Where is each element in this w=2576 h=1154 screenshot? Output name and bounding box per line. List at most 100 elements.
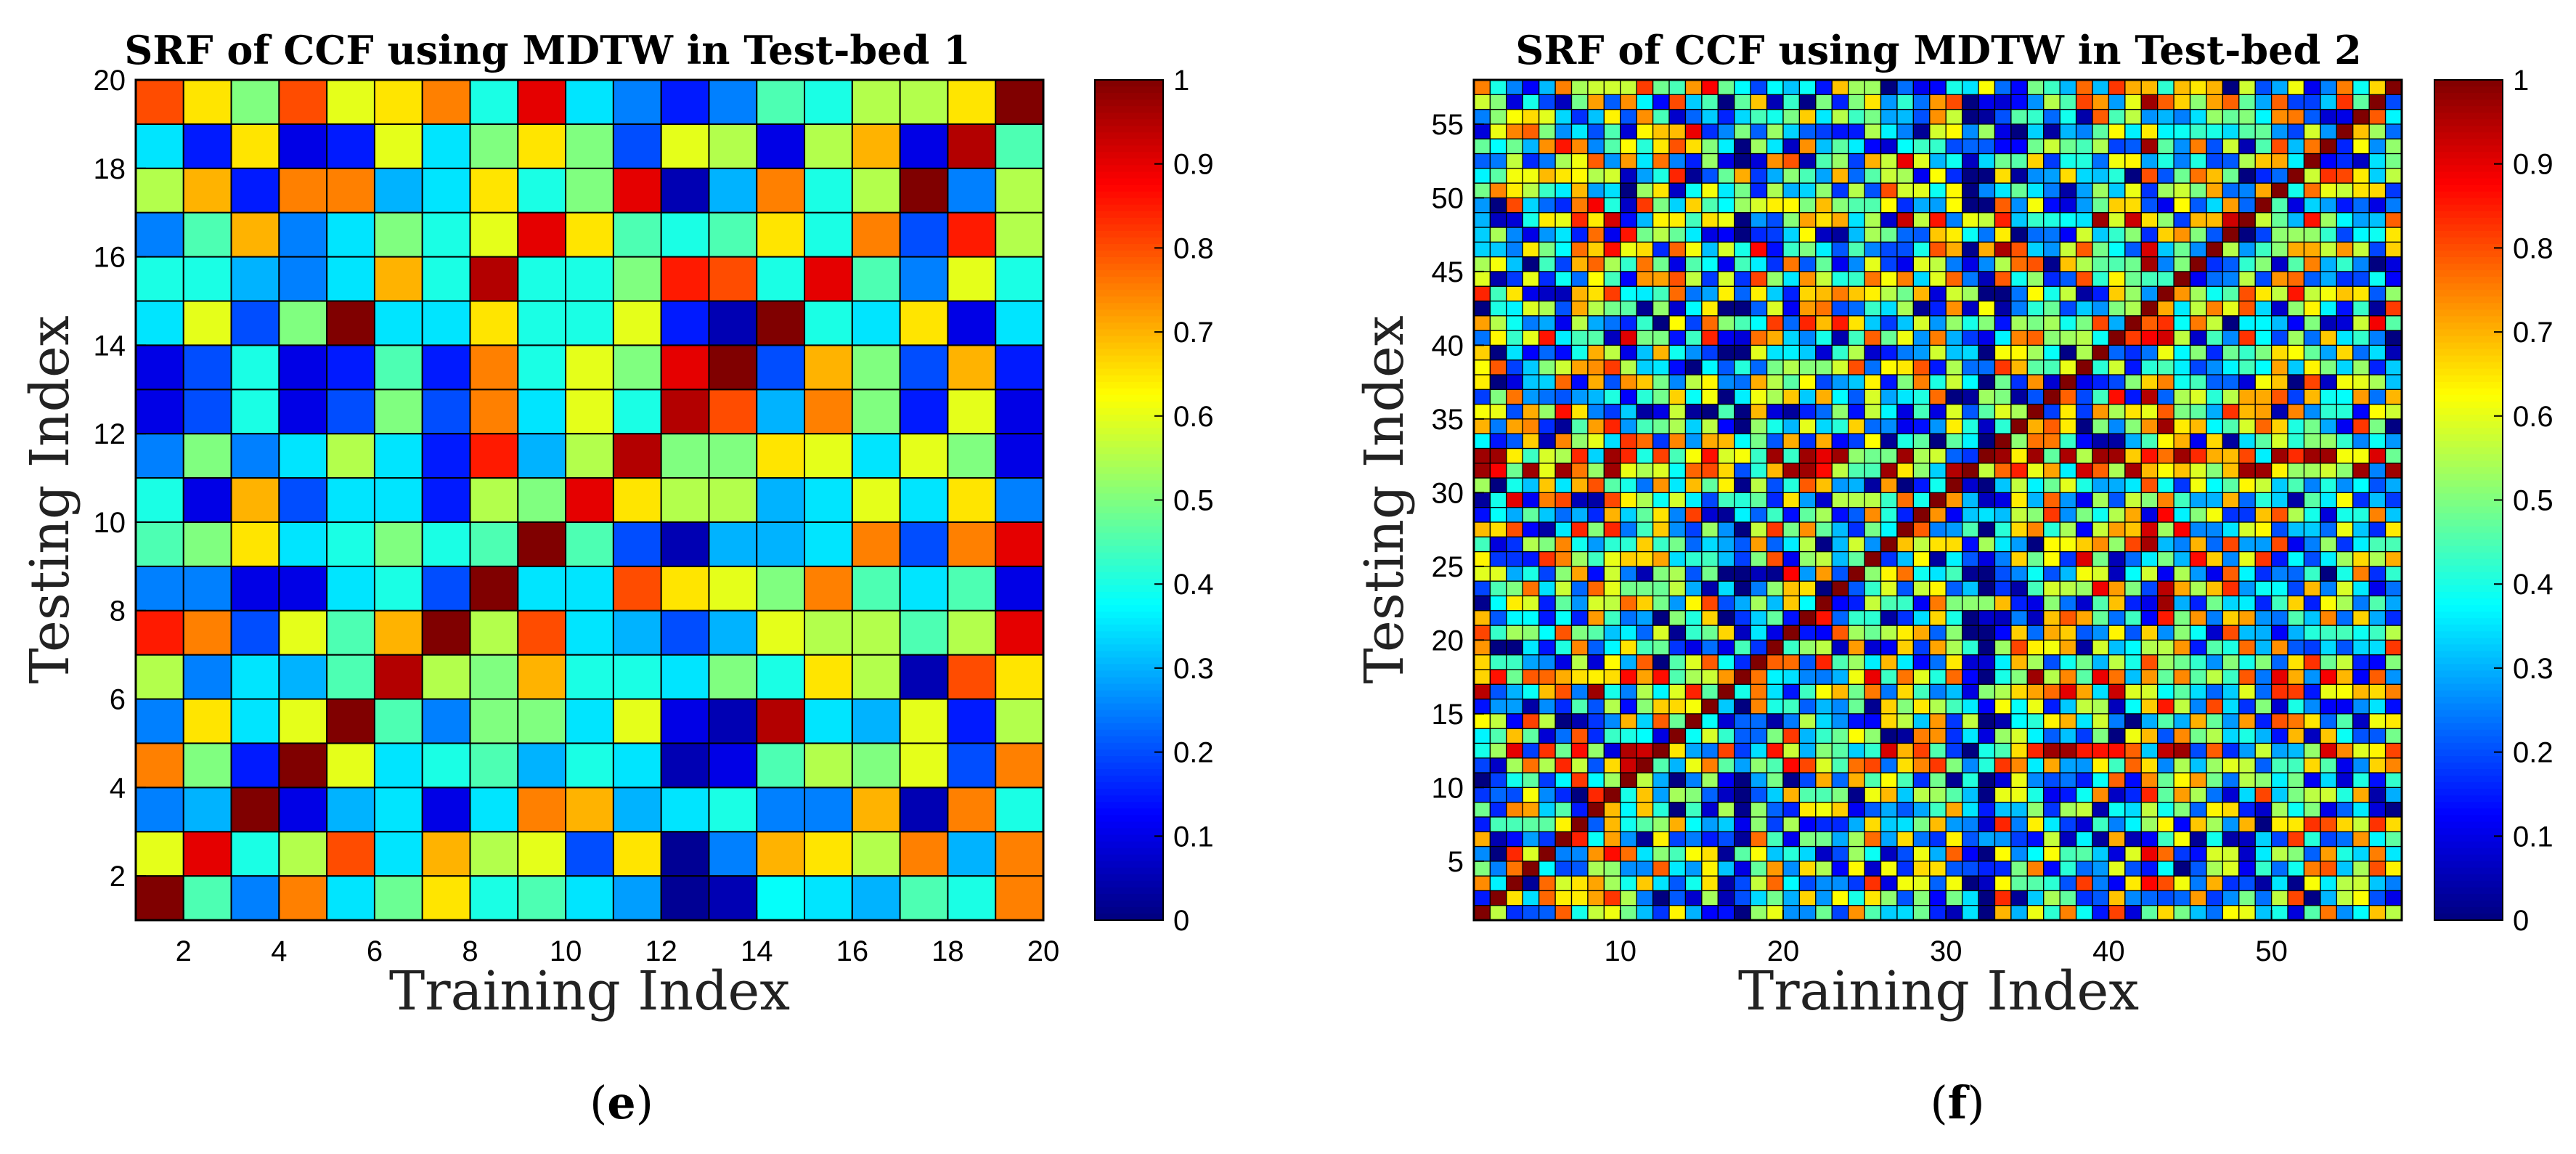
heatmap-cell <box>1994 344 2012 361</box>
colorbar-segment <box>2434 742 2503 750</box>
heatmap-cell <box>1929 861 1947 877</box>
heatmap-cell <box>1880 271 1898 287</box>
heatmap-cell <box>135 609 184 656</box>
heatmap-cell <box>1750 168 1768 184</box>
heatmap-cell <box>517 123 567 169</box>
heatmap-cell <box>1489 463 1507 479</box>
heatmap-cell <box>2075 344 2093 361</box>
heatmap-cell <box>2287 477 2305 493</box>
heatmap-cell <box>2238 742 2256 759</box>
heatmap-cell <box>373 79 423 125</box>
heatmap-cell <box>230 344 280 391</box>
heatmap-cell <box>1896 153 1915 169</box>
heatmap-cell <box>1929 550 1947 567</box>
colorbar-segment <box>2434 716 2503 724</box>
heatmap-cell <box>1636 625 1654 641</box>
heatmap-cell <box>517 477 567 523</box>
heatmap-cell <box>995 123 1044 169</box>
heatmap-cell <box>1587 639 1605 656</box>
heatmap-cell <box>1587 374 1605 390</box>
heatmap-cell <box>2075 256 2093 272</box>
colorbar-tick-label: 1 <box>2513 65 2529 97</box>
heatmap-cell <box>1750 654 1768 670</box>
colorbar-segment <box>1095 407 1163 415</box>
heatmap-cell <box>1864 816 1882 832</box>
heatmap-cell <box>2075 728 2093 744</box>
heatmap-cell <box>1831 639 1849 656</box>
heatmap-cell <box>1750 403 1768 420</box>
heatmap-cell <box>469 256 519 302</box>
colorbar-segment <box>2434 270 2503 277</box>
heatmap-cell <box>1570 123 1589 139</box>
heatmap-cell <box>2206 772 2224 788</box>
chart-e-panel-close: ) <box>636 1076 653 1129</box>
heatmap-cell <box>1587 905 1605 921</box>
heatmap-cell <box>1522 698 1540 715</box>
heatmap-cell <box>1717 197 1735 214</box>
heatmap-cell <box>1473 698 1491 715</box>
heatmap-cell <box>756 344 806 391</box>
heatmap-cell <box>1798 182 1817 199</box>
heatmap-cell <box>1587 315 1605 331</box>
heatmap-cell <box>1750 536 1768 553</box>
heatmap-cell <box>469 875 519 921</box>
heatmap-cell <box>1864 683 1882 700</box>
heatmap-cell <box>1489 477 1507 493</box>
heatmap-cell <box>1896 271 1915 287</box>
heatmap-cell <box>1896 300 1915 317</box>
heatmap-cell <box>2270 374 2288 390</box>
heatmap-cell <box>1978 536 1996 553</box>
heatmap-cell <box>1848 801 1865 818</box>
y-tick-label: 55 <box>1432 109 1464 141</box>
heatmap-cell <box>1538 742 1556 759</box>
heatmap-cell <box>1652 772 1670 788</box>
heatmap-cell <box>1603 271 1621 287</box>
colorbar-segment <box>1095 171 1163 179</box>
heatmap-cell <box>2043 654 2061 670</box>
heatmap-cell <box>1603 639 1621 656</box>
heatmap-cell <box>2189 447 2207 464</box>
heatmap-cell <box>2206 389 2224 405</box>
heatmap-cell <box>2092 447 2110 464</box>
heatmap-cell <box>2108 669 2126 685</box>
heatmap-cell <box>2075 389 2093 405</box>
heatmap-cell <box>182 521 232 567</box>
heatmap-cell <box>182 831 232 877</box>
heatmap-cell <box>2352 300 2370 317</box>
heatmap-cell <box>1798 566 1817 582</box>
heatmap-cell <box>1734 728 1751 744</box>
heatmap-cell <box>1636 521 1654 537</box>
heatmap-cell <box>1620 816 1637 832</box>
heatmap-cell <box>230 300 280 346</box>
heatmap-cell <box>1994 123 2012 139</box>
heatmap-cell <box>612 787 662 833</box>
colorbar-segment <box>1095 401 1163 409</box>
heatmap-cell <box>326 300 375 346</box>
heatmap-cell <box>2140 890 2159 906</box>
heatmap-cell <box>1701 344 1719 361</box>
heatmap-cell <box>2336 772 2354 788</box>
heatmap-cell <box>2320 595 2337 611</box>
heatmap-cell <box>1538 610 1556 626</box>
heatmap-cell <box>1734 300 1751 317</box>
heatmap-cell <box>2352 344 2370 361</box>
heatmap-cell <box>2157 389 2174 405</box>
heatmap-cell <box>1652 123 1670 139</box>
heatmap-cell <box>2336 271 2354 287</box>
heatmap-cell <box>1636 905 1654 921</box>
heatmap-cell <box>182 654 232 700</box>
heatmap-cell <box>2157 816 2174 832</box>
colorbar-segment <box>2434 578 2503 586</box>
heatmap-cell <box>2075 521 2093 537</box>
heatmap-cell <box>1848 227 1865 243</box>
heatmap-cell <box>135 300 184 346</box>
heatmap-cell <box>1945 713 1963 729</box>
heatmap-cell <box>2238 595 2256 611</box>
heatmap-cell <box>1929 123 1947 139</box>
heatmap-cell <box>2287 816 2305 832</box>
heatmap-cell <box>278 477 328 523</box>
heatmap-cell <box>1945 330 1963 346</box>
heatmap-cell <box>2189 845 2207 862</box>
heatmap-cell <box>1848 625 1865 641</box>
heatmap-cell <box>1603 875 1621 892</box>
